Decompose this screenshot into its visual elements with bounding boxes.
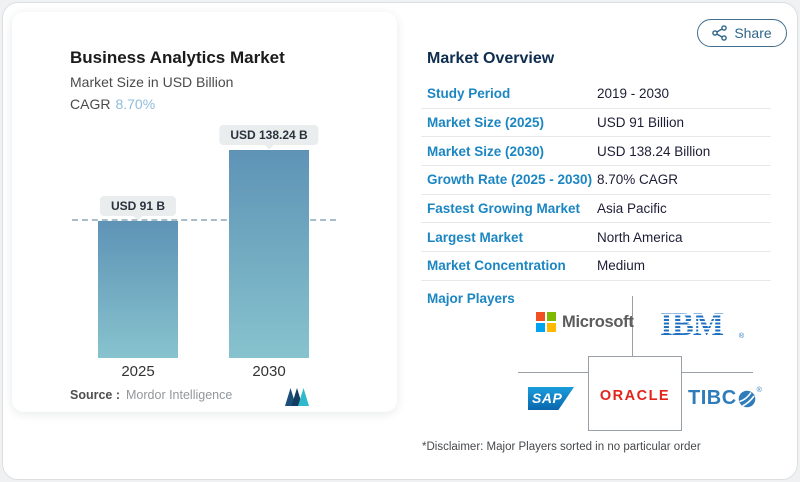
source-value: Mordor Intelligence [126, 388, 233, 402]
players-divider-vertical [632, 296, 633, 356]
table-row: Market Size (2030) USD 138.24 Billion [421, 137, 771, 167]
chart-title: Business Analytics Market [70, 48, 285, 67]
disclaimer-text: *Disclaimer: Major Players sorted in no … [422, 441, 701, 453]
source-attribution: Source : Mordor Intelligence [70, 388, 232, 402]
chart-cagr-line: CAGR 8.70% [70, 96, 155, 112]
players-divider-horizontal-right [682, 372, 753, 373]
tibco-logo: TIBC ® [688, 387, 762, 410]
share-button[interactable]: Share [697, 19, 787, 47]
row-label: Study Period [427, 86, 511, 102]
x-axis-label-2030: 2030 [252, 363, 286, 380]
players-divider-horizontal-left [518, 372, 588, 373]
share-button-label: Share [734, 25, 772, 41]
reference-dashed-line [72, 219, 336, 222]
source-label: Source : [70, 388, 121, 402]
microsoft-logo-text: Microsoft [562, 312, 634, 331]
chart-subtitle: Market Size in USD Billion [70, 74, 234, 90]
ibm-stripes-overlay [660, 312, 736, 339]
table-row: Market Size (2025) USD 91 Billion [421, 109, 771, 138]
row-value: 8.70% CAGR [597, 172, 679, 188]
row-value: 2019 - 2030 [597, 86, 670, 102]
row-label: Market Size (2030) [427, 143, 545, 159]
bar-2025 [98, 221, 178, 358]
bar-chart-panel: Business Analytics Market Market Size in… [12, 12, 397, 412]
major-players-label: Major Players [427, 291, 515, 306]
bar-chart-plot: USD 91 B USD 138.24 B 2025 2030 [12, 12, 397, 412]
tibco-registered-mark: ® [756, 387, 762, 394]
row-value: Asia Pacific [597, 201, 667, 217]
tibco-logo-text: TIBC [688, 387, 737, 409]
bar-2030 [229, 150, 309, 358]
row-label: Largest Market [427, 229, 524, 245]
row-value: Medium [597, 258, 646, 274]
table-row: Largest Market North America [421, 223, 771, 253]
row-label: Market Concentration [427, 258, 566, 274]
x-axis-label-2025: 2025 [121, 363, 155, 380]
cagr-label: CAGR [70, 96, 111, 112]
bar-label-2025: USD 91 B [99, 196, 177, 217]
share-icon [712, 25, 728, 41]
row-label: Fastest Growing Market [427, 201, 581, 217]
row-value: USD 91 Billion [597, 115, 685, 131]
table-row: Growth Rate (2025 - 2030) 8.70% CAGR [421, 166, 771, 195]
ibm-registered-mark: ® [738, 333, 744, 340]
table-row: Market Concentration Medium [421, 252, 771, 281]
oracle-logo: ORACLE [599, 388, 671, 404]
sap-logo-text: SAP [532, 390, 563, 406]
row-label: Market Size (2025) [427, 115, 545, 131]
row-value: North America [597, 229, 683, 245]
row-label: Growth Rate (2025 - 2030) [427, 172, 593, 188]
bar-label-2030: USD 138.24 B [219, 125, 319, 145]
table-row: Study Period 2019 - 2030 [421, 80, 771, 109]
overview-title: Market Overview [427, 50, 555, 67]
table-row: Fastest Growing Market Asia Pacific [421, 195, 771, 224]
ibm-logo: IBM ® [660, 309, 744, 342]
mordor-intelligence-logo-icon [285, 388, 309, 406]
overview-table: Study Period 2019 - 2030 Market Size (20… [421, 80, 771, 281]
row-value: USD 138.24 Billion [597, 143, 711, 159]
cagr-value: 8.70% [115, 96, 156, 112]
tibco-swirl-o-icon [738, 390, 755, 407]
microsoft-logo: Microsoft [536, 312, 634, 332]
oracle-logo-box [588, 356, 682, 431]
microsoft-squares-icon [536, 312, 556, 332]
